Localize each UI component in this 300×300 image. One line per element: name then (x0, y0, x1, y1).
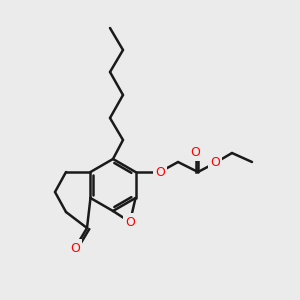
Text: O: O (190, 146, 200, 158)
Text: O: O (70, 242, 80, 254)
Text: O: O (210, 157, 220, 169)
Text: O: O (155, 166, 165, 178)
Text: O: O (125, 215, 135, 229)
